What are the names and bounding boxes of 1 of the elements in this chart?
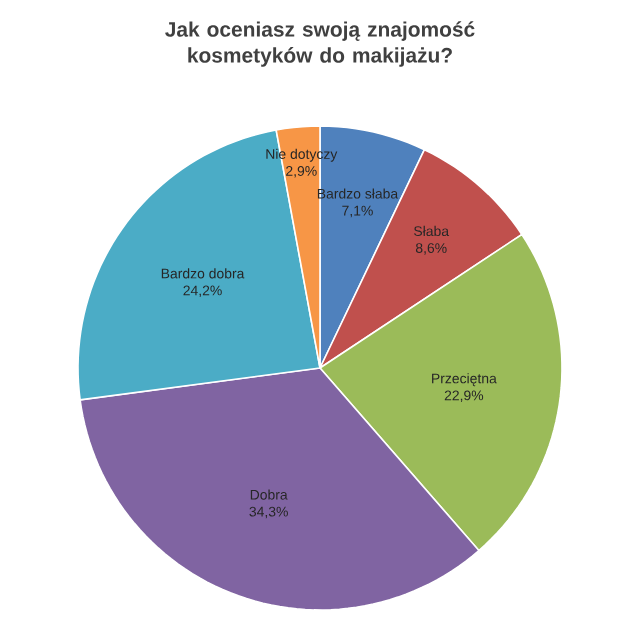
chart-title: Jak oceniasz swoją znajomość kosmetyków do makijażu? [165,21,475,67]
